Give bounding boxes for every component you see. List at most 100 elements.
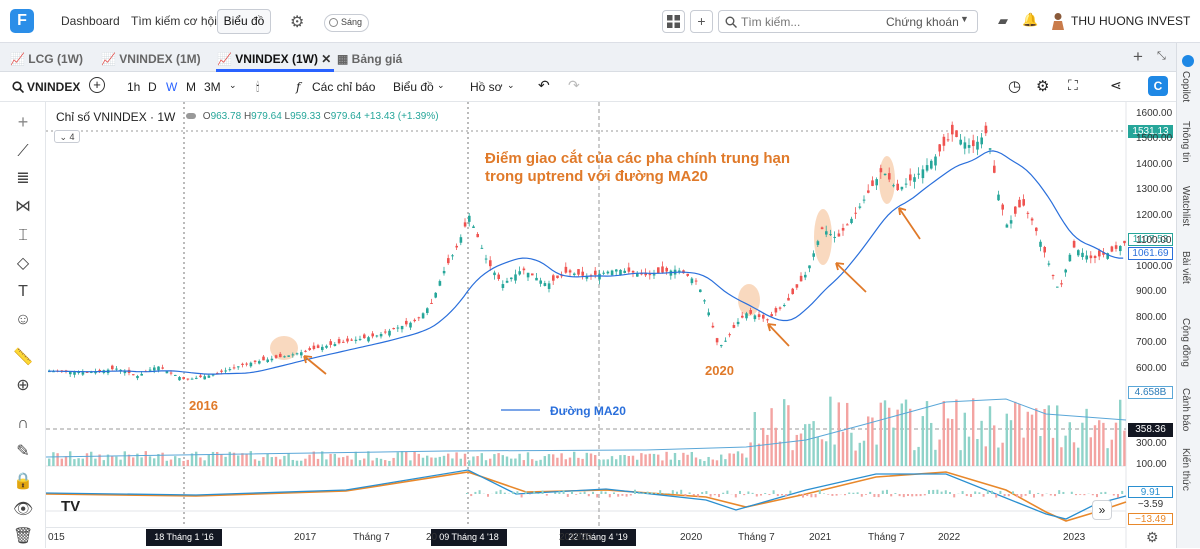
copilot-logo-icon[interactable]: C: [1148, 76, 1168, 96]
indicators-icon[interactable]: f: [296, 80, 300, 94]
volume-bar: [346, 456, 348, 466]
interval-d[interactable]: D: [148, 80, 157, 94]
volume-bar: [271, 457, 273, 466]
lock-icon[interactable]: 🔒: [13, 472, 33, 492]
tab-lcg-1w[interactable]: 📈 LCG (1W): [10, 52, 83, 66]
collapse-indicators-button[interactable]: ⌄ 4: [54, 130, 80, 143]
tab-community[interactable]: Cộng đồng: [1180, 318, 1191, 367]
candle: [346, 339, 349, 342]
macd-bar: [1016, 494, 1018, 497]
profile-button[interactable]: Hồ sơ: [470, 80, 503, 94]
interval-1h[interactable]: 1h: [127, 80, 140, 94]
trend-line-icon[interactable]: ⟋: [13, 142, 33, 162]
candle-type-icon[interactable]: 🕯: [256, 80, 259, 95]
candle: [1060, 283, 1063, 284]
nav-opportunity-search[interactable]: Tìm kiếm cơ hội: [131, 14, 217, 28]
macd-bar: [785, 494, 787, 496]
compare-symbol-icon[interactable]: +: [89, 77, 105, 93]
gear-icon[interactable]: ⚙: [290, 12, 304, 32]
projection-icon[interactable]: ⌶: [13, 226, 33, 246]
candle: [863, 200, 866, 201]
fullscreen-icon[interactable]: ⛶: [1068, 77, 1078, 94]
badge-macd-1: 9.91: [1128, 486, 1173, 498]
candle: [367, 337, 370, 341]
chart-area[interactable]: TV Chỉ số VNINDEX · 1W O963.78 H979.64 L…: [46, 102, 1176, 548]
macd-bar: [718, 494, 720, 497]
settings-gear-icon[interactable]: ⚙: [1036, 77, 1049, 95]
tab-info[interactable]: Thông tin: [1180, 121, 1191, 163]
macd-bar: [1075, 494, 1077, 495]
tab-knowledge[interactable]: Kiến thức: [1180, 448, 1191, 491]
macd-bar: [542, 490, 544, 494]
fib-lines-icon[interactable]: ≣: [13, 169, 33, 189]
trash-icon[interactable]: 🗑: [13, 527, 33, 547]
ruler-icon[interactable]: 📏: [13, 348, 33, 368]
text-tool-icon[interactable]: T: [13, 282, 33, 302]
candle: [82, 372, 85, 374]
layout-grid-button[interactable]: [662, 10, 685, 33]
axis-settings-gear-icon[interactable]: ⚙: [1146, 529, 1159, 546]
interval-3m[interactable]: 3M: [204, 80, 221, 94]
eye-icon[interactable]: 👁: [13, 500, 33, 520]
add-button[interactable]: +: [690, 10, 713, 33]
close-icon[interactable]: ✕: [321, 52, 331, 66]
add-tab-icon[interactable]: +: [1133, 47, 1143, 67]
interval-w[interactable]: W: [166, 80, 177, 94]
crosshair-icon[interactable]: +: [13, 112, 33, 132]
volume-bar: [581, 459, 583, 466]
volume-bar: [695, 457, 697, 466]
tab-watchlist[interactable]: Watchlist: [1180, 186, 1191, 226]
shape-icon[interactable]: ◇: [13, 254, 33, 274]
macd-bar: [924, 494, 926, 495]
volume-bar: [182, 461, 184, 466]
volume-bar: [1010, 420, 1012, 466]
chevron-down-icon[interactable]: ⌄: [507, 80, 515, 91]
magnet-icon[interactable]: ∩: [13, 414, 33, 434]
bell-icon[interactable]: 🔔: [1022, 12, 1038, 28]
search-input[interactable]: Tìm kiếm... Chứng khoán ▼: [718, 10, 978, 33]
search-filter-select[interactable]: Chứng khoán: [886, 15, 959, 29]
scroll-right-button[interactable]: »: [1092, 500, 1112, 520]
theme-toggle[interactable]: Sáng: [324, 14, 369, 32]
nav-dashboard[interactable]: Dashboard: [61, 14, 120, 28]
redo-icon[interactable]: ↷: [568, 77, 580, 94]
chevron-down-icon[interactable]: ⌄: [437, 80, 445, 91]
user-name[interactable]: THU HUONG INVEST: [1071, 14, 1190, 28]
candle: [703, 300, 706, 301]
candle: [779, 307, 782, 308]
interval-m[interactable]: M: [186, 80, 196, 94]
search-placeholder: Tìm kiếm...: [741, 15, 800, 29]
share-icon[interactable]: ⋖: [1110, 77, 1122, 94]
interval-chevron-icon[interactable]: ⌄: [229, 80, 237, 91]
candle: [1094, 256, 1097, 258]
tab-copilot[interactable]: Copilot: [1180, 71, 1191, 102]
volume-bar: [355, 452, 357, 466]
indicators-button[interactable]: Các chỉ báo: [312, 80, 375, 94]
alert-clock-icon[interactable]: ◷: [1008, 77, 1021, 95]
pattern-icon[interactable]: ⋈: [13, 197, 33, 217]
volume-bar: [52, 452, 54, 466]
tab-alerts[interactable]: Cảnh báo: [1180, 388, 1191, 431]
tab-price-board[interactable]: ▦ Bảng giá: [337, 52, 402, 66]
macd-bar: [613, 492, 615, 494]
avatar[interactable]: [1051, 12, 1065, 30]
undo-icon[interactable]: ↶: [538, 77, 550, 94]
symbol-button[interactable]: VNINDEX: [27, 80, 80, 94]
volume-bar: [283, 456, 285, 466]
emoji-icon[interactable]: ☺: [13, 310, 33, 330]
tab-articles[interactable]: Bài viết: [1180, 251, 1191, 284]
chevron-down-icon[interactable]: ▼: [960, 14, 969, 24]
nav-chart[interactable]: Biểu đồ: [217, 9, 271, 34]
tab-vnindex-1m[interactable]: 📈 VNINDEX (1M): [101, 52, 201, 66]
candle: [766, 319, 769, 320]
collapse-icon[interactable]: ⤡: [1157, 50, 1166, 63]
lock-drawing-icon[interactable]: ✎: [13, 442, 33, 462]
zoom-icon[interactable]: ⊕: [13, 376, 33, 396]
chat-icon[interactable]: ▰: [998, 13, 1008, 29]
volume-bar: [367, 451, 369, 466]
chart-legend-title[interactable]: Chỉ số VNINDEX · 1W: [56, 110, 175, 124]
app-logo[interactable]: F: [10, 9, 34, 33]
volume-bar: [468, 460, 470, 466]
chart-type-button[interactable]: Biểu đồ: [393, 80, 434, 94]
tab-vnindex-1w[interactable]: 📈 VNINDEX (1W) ✕: [217, 52, 331, 66]
